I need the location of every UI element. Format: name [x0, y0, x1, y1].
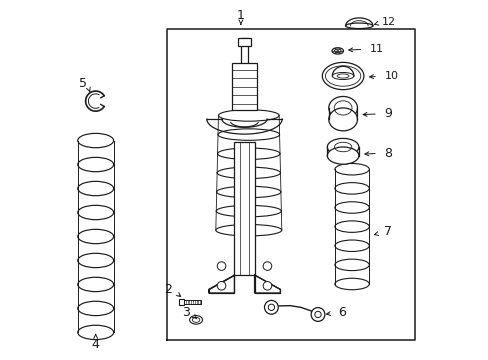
Bar	[179, 299, 183, 305]
Text: 9: 9	[384, 107, 391, 120]
Ellipse shape	[326, 138, 358, 156]
Ellipse shape	[322, 62, 363, 90]
Text: 8: 8	[384, 147, 391, 159]
Bar	[237, 38, 251, 45]
Bar	[183, 300, 201, 303]
Ellipse shape	[328, 108, 357, 131]
Text: 12: 12	[381, 17, 395, 27]
Text: 3: 3	[182, 306, 190, 319]
Ellipse shape	[326, 147, 358, 164]
Circle shape	[310, 307, 324, 321]
Circle shape	[264, 301, 278, 314]
Text: 11: 11	[369, 44, 383, 54]
Text: 1: 1	[237, 9, 244, 22]
Circle shape	[217, 282, 225, 290]
Text: 7: 7	[384, 225, 391, 238]
Text: 4: 4	[92, 338, 100, 351]
Polygon shape	[208, 275, 234, 293]
Text: 2: 2	[164, 283, 172, 296]
Text: 5: 5	[79, 77, 86, 90]
Polygon shape	[332, 66, 353, 76]
Ellipse shape	[328, 96, 357, 120]
Circle shape	[263, 262, 271, 270]
Text: 10: 10	[384, 71, 398, 81]
Polygon shape	[345, 18, 372, 26]
Circle shape	[268, 304, 274, 310]
Bar	[240, 39, 248, 65]
Circle shape	[314, 311, 321, 318]
Circle shape	[263, 282, 271, 290]
Bar	[234, 142, 254, 275]
Ellipse shape	[331, 48, 343, 54]
Ellipse shape	[189, 316, 202, 324]
Circle shape	[217, 262, 225, 270]
Text: 6: 6	[338, 306, 346, 319]
Polygon shape	[254, 275, 280, 293]
Bar	[231, 63, 257, 110]
